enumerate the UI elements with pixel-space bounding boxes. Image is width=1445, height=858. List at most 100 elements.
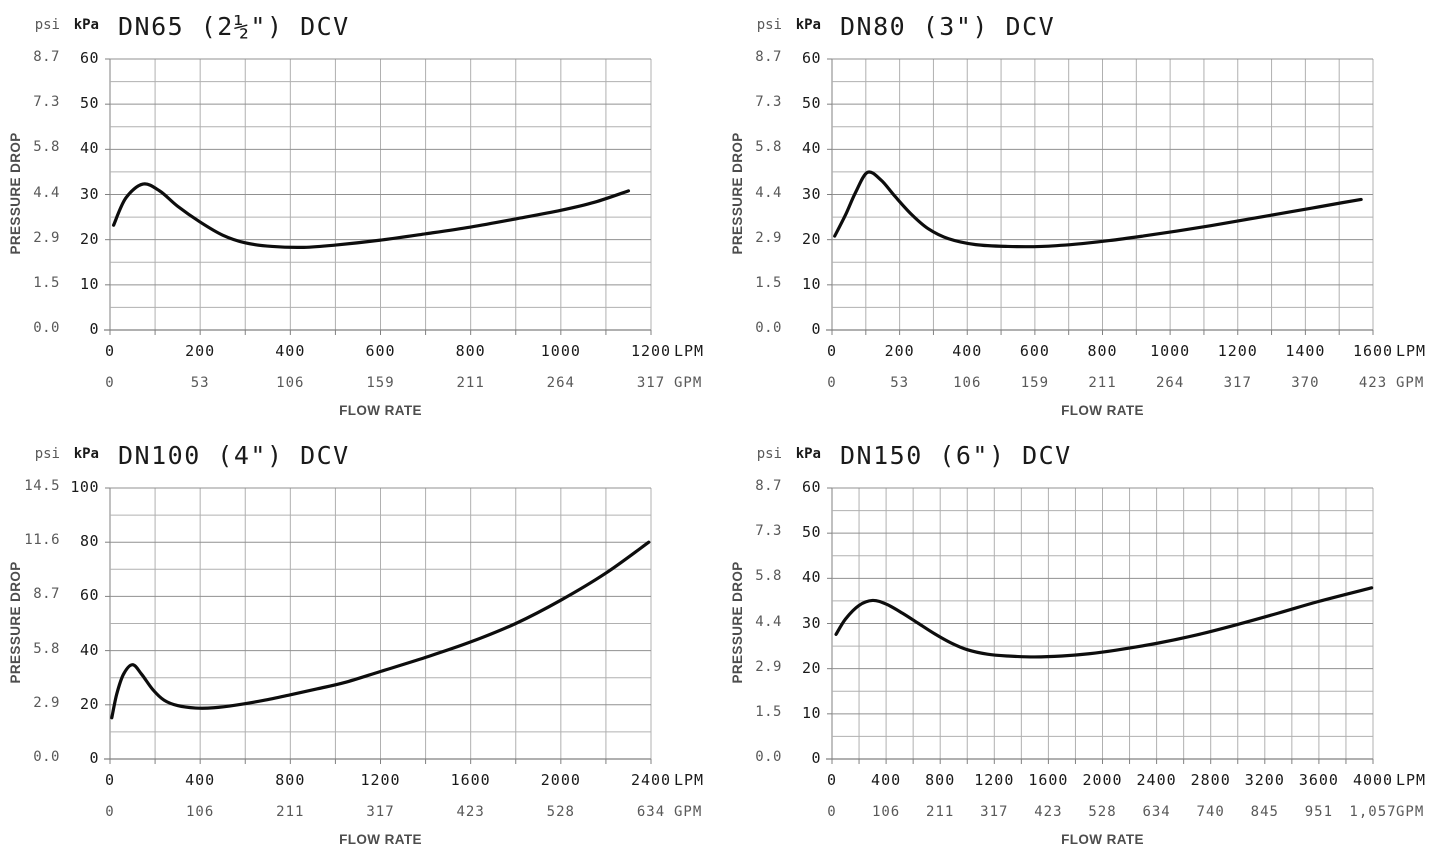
y-axis-tick-label-psi: 0.0 xyxy=(755,749,782,765)
flow-rate-axis-label: FLOW RATE xyxy=(339,403,422,418)
y-axis-tick-label-kpa: 50 xyxy=(79,94,99,113)
x-axis-tick-label-lpm: 2800 xyxy=(1190,771,1231,789)
y-axis-tick-label-psi: 7.3 xyxy=(33,94,60,111)
x-axis-tick-label-lpm: 1400 xyxy=(1285,342,1326,360)
x-axis-tick-label-lpm: 1000 xyxy=(1150,342,1191,360)
kpa-unit-header: kPa xyxy=(795,446,821,462)
x-axis-tick-label-gpm: 0 xyxy=(827,375,837,391)
x-axis-tick-label-gpm: 740 xyxy=(1196,804,1225,820)
chart-canvas xyxy=(826,58,1374,335)
chart-title: DN80 (3") DCV xyxy=(840,12,1056,41)
y-axis-tick-label-kpa: 50 xyxy=(801,523,821,542)
psi-unit-header: psi xyxy=(756,446,782,462)
x-axis-tick-label-lpm: 1200 xyxy=(974,771,1015,789)
pressure-drop-axis-label: PRESSURE DROP xyxy=(729,131,745,255)
x-axis-tick-label-lpm: 1600 xyxy=(1352,342,1394,360)
x-axis-tick-label-gpm: 53 xyxy=(890,375,910,391)
y-axis-tick-label-psi: 5.8 xyxy=(33,139,60,156)
x-axis-tick-label-lpm: 1200 xyxy=(630,342,672,360)
y-axis-tick-label-psi: 2.9 xyxy=(755,229,782,246)
x-axis-tick-label-gpm: 317 xyxy=(980,804,1009,820)
flow-rate-axis-label: FLOW RATE xyxy=(1061,832,1144,847)
flow-rate-axis-label: FLOW RATE xyxy=(339,832,422,847)
chart-canvas xyxy=(104,58,652,335)
y-axis-tick-label-psi: 8.7 xyxy=(33,49,60,65)
y-axis-tick-label-psi: 5.8 xyxy=(755,139,782,156)
y-axis-tick-label-psi: 7.3 xyxy=(755,94,782,111)
x-axis-tick-label-lpm: 2000 xyxy=(1082,771,1123,789)
pressure-drop-axis-label: PRESSURE DROP xyxy=(729,560,745,684)
x-axis-tick-label-lpm: 3200 xyxy=(1244,771,1285,789)
y-axis-tick-label-kpa: 80 xyxy=(79,532,99,551)
y-axis-tick-label-psi: 5.8 xyxy=(33,640,60,657)
y-axis-tick-label-kpa: 20 xyxy=(801,658,821,677)
pressure-drop-curve xyxy=(112,182,631,250)
gpm-unit-label: GPM xyxy=(1396,375,1425,391)
y-axis-tick-label-psi: 1.5 xyxy=(33,274,60,291)
x-axis-tick-label-gpm: 53 xyxy=(190,375,210,391)
y-axis-tick-label-psi: 1.5 xyxy=(755,274,782,291)
x-axis-tick-label-gpm: 211 xyxy=(1088,375,1117,391)
x-axis-tick-label-gpm: 634 xyxy=(636,804,666,820)
pressure-drop-axis-label: PRESSURE DROP xyxy=(7,560,23,684)
y-axis-tick-label-kpa: 60 xyxy=(801,478,821,496)
pressure-drop-curve xyxy=(110,540,651,720)
chart-title: DN150 (6") DCV xyxy=(840,441,1072,470)
x-axis-tick-label-lpm: 2400 xyxy=(1136,771,1177,789)
x-axis-tick-label-lpm: 400 xyxy=(871,771,902,789)
x-axis-tick-label-lpm: 800 xyxy=(275,771,306,789)
x-axis-tick-label-gpm: 0 xyxy=(827,804,837,820)
y-axis-tick-label-psi: 5.8 xyxy=(755,568,782,585)
y-axis-tick-label-kpa: 0 xyxy=(89,320,99,338)
x-axis-tick-label-gpm: 423 xyxy=(1034,804,1063,820)
y-axis-tick-label-psi: 2.9 xyxy=(33,694,60,711)
x-axis-tick-label-gpm: 0 xyxy=(105,375,115,391)
x-axis-tick-label-lpm: 4000 xyxy=(1352,771,1394,789)
x-axis-tick-label-lpm: 800 xyxy=(1087,342,1118,360)
x-axis-tick-label-lpm: 0 xyxy=(104,342,116,360)
chart-title: DN65 (2½") DCV xyxy=(118,12,350,41)
kpa-unit-header: kPa xyxy=(73,17,99,33)
y-axis-tick-label-psi: 14.5 xyxy=(24,478,60,494)
y-axis-tick-label-psi: 4.4 xyxy=(755,184,782,201)
x-axis-tick-label-gpm: 159 xyxy=(1020,375,1050,391)
y-axis-tick-label-psi: 1.5 xyxy=(755,703,782,720)
x-axis-tick-label-gpm: 845 xyxy=(1250,804,1279,820)
y-axis-tick-label-kpa: 10 xyxy=(79,274,99,293)
y-axis-tick-label-kpa: 10 xyxy=(801,703,821,722)
lpm-unit-label: LPM xyxy=(1396,342,1427,360)
x-axis-tick-label-lpm: 200 xyxy=(185,342,216,360)
y-axis-tick-label-kpa: 20 xyxy=(79,229,99,248)
y-axis-tick-label-kpa: 40 xyxy=(801,568,821,587)
x-axis-tick-label-lpm: 400 xyxy=(275,342,306,360)
y-axis-tick-label-kpa: 20 xyxy=(801,229,821,248)
y-axis-tick-label-kpa: 60 xyxy=(79,586,99,605)
y-axis-tick-label-kpa: 50 xyxy=(801,94,821,113)
x-axis-tick-label-gpm: 106 xyxy=(276,375,305,391)
x-axis-tick-label-lpm: 800 xyxy=(455,342,486,360)
y-axis-tick-label-kpa: 100 xyxy=(70,478,99,496)
x-axis-tick-label-gpm: 211 xyxy=(276,804,305,820)
psi-unit-header: psi xyxy=(756,17,782,33)
x-axis-tick-label-gpm: 159 xyxy=(366,375,395,391)
x-axis-tick-label-lpm: 0 xyxy=(826,771,838,789)
lpm-unit-label: LPM xyxy=(1396,771,1427,789)
x-axis-tick-label-lpm: 1600 xyxy=(450,771,491,789)
chart-title: DN100 (4") DCV xyxy=(118,441,350,470)
x-axis-tick-label-gpm: 423 xyxy=(1358,375,1388,391)
y-axis-tick-label-kpa: 40 xyxy=(79,139,99,158)
x-axis-tick-label-gpm: 264 xyxy=(546,375,575,391)
y-axis-tick-label-kpa: 0 xyxy=(811,749,821,767)
pressure-drop-axis-label: PRESSURE DROP xyxy=(7,131,23,255)
flow-rate-axis-label: FLOW RATE xyxy=(1061,403,1144,418)
y-axis-tick-label-kpa: 30 xyxy=(801,613,821,632)
y-axis-tick-label-psi: 2.9 xyxy=(33,229,60,246)
kpa-unit-header: kPa xyxy=(795,17,821,33)
x-axis-tick-label-gpm: 317 xyxy=(1223,375,1252,391)
y-axis-tick-label-psi: 0.0 xyxy=(33,749,60,765)
x-axis-tick-label-lpm: 0 xyxy=(104,771,116,789)
gpm-unit-label: GPM xyxy=(1396,804,1425,820)
x-axis-tick-label-gpm: 528 xyxy=(1088,804,1117,820)
y-axis-tick-label-kpa: 30 xyxy=(79,184,99,203)
